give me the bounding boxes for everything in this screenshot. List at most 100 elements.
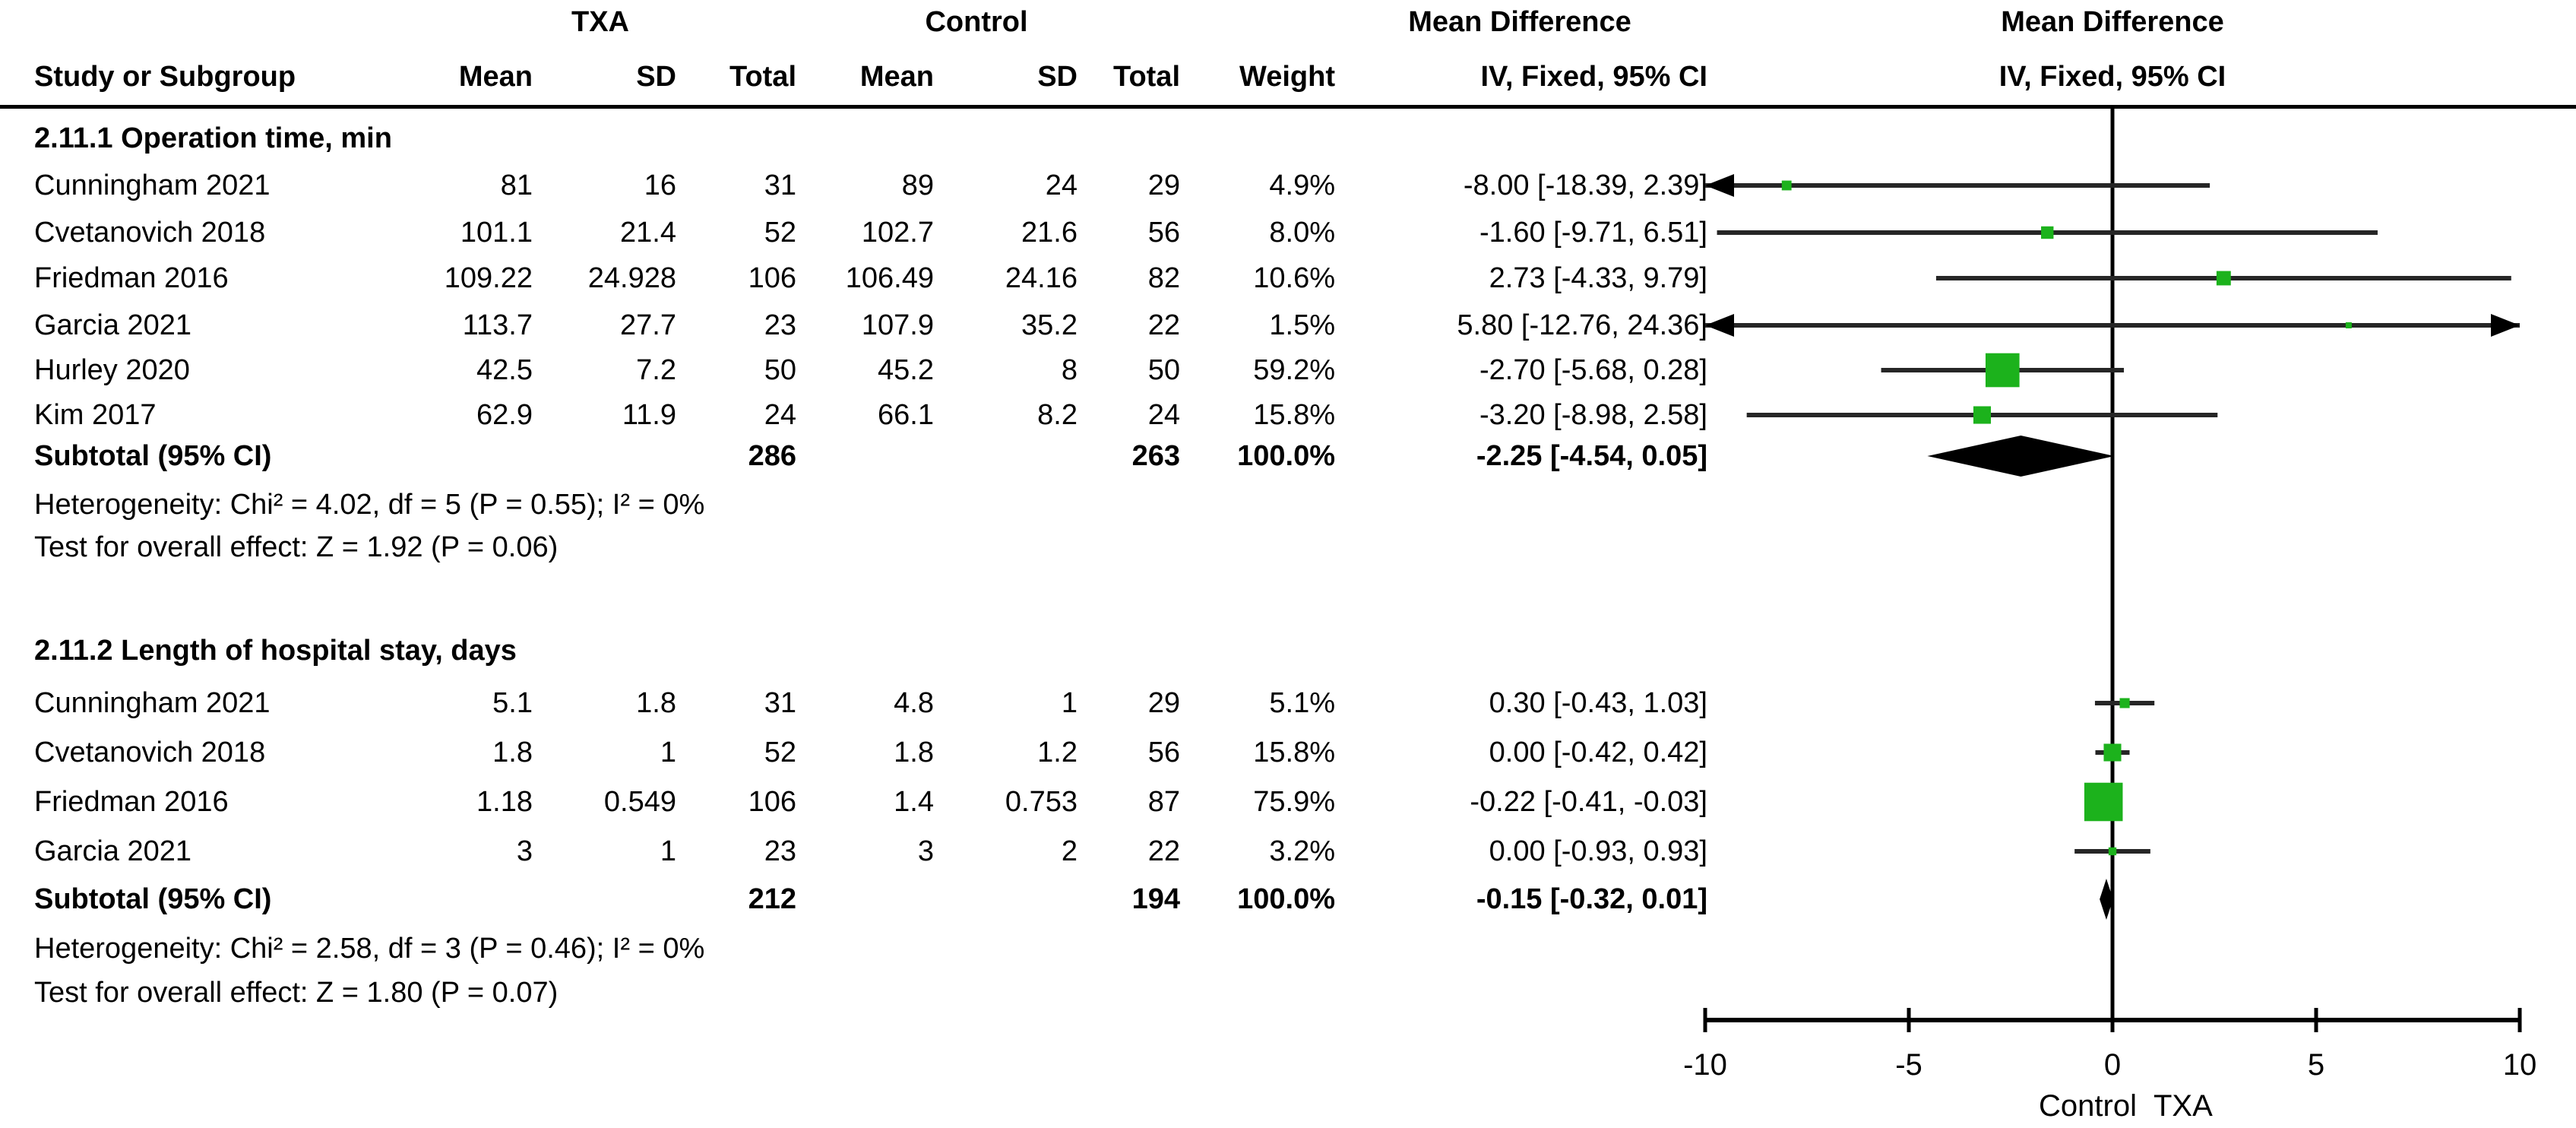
column-header-row: Study or Subgroup Mean SD Total Mean SD … xyxy=(0,53,1710,100)
ci-text: -0.22 [-0.41, -0.03] xyxy=(1470,786,1707,818)
txa-sd: 1.8 xyxy=(636,687,676,719)
study: Kim 2017 xyxy=(34,399,157,431)
ctrl-mean: 89 xyxy=(901,170,934,201)
ctrl-mean: 1.4 xyxy=(894,786,934,818)
ci-text: 0.00 [-0.93, 0.93] xyxy=(1489,835,1707,867)
ctrl-sd: 8 xyxy=(1061,354,1078,386)
col-header-ctrl-mean: Mean xyxy=(859,61,934,93)
ci-text: -0.15 [-0.32, 0.01] xyxy=(1476,883,1707,915)
col-header-study: Study or Subgroup xyxy=(34,61,296,93)
overall-effect-text: Test for overall effect: Z = 1.80 (P = 0… xyxy=(34,977,559,1009)
ctrl-sd: 1.2 xyxy=(1037,737,1078,768)
col-header-ctrl-sd: SD xyxy=(1037,61,1078,93)
study-row: Garcia 2021 3 1 23 3 2 22 3.2% 0.00 [-0.93, 0.93… xyxy=(0,828,1710,875)
ctrl-sd: 0.753 xyxy=(1005,786,1078,818)
ci-text: -2.70 [-5.68, 0.28] xyxy=(1479,354,1707,386)
txa-total: 106 xyxy=(748,786,796,818)
ctrl-total: 29 xyxy=(1147,687,1180,719)
ctrl-total: 263 xyxy=(1131,440,1180,472)
txa-mean: 81 xyxy=(500,170,533,201)
weight: 59.2% xyxy=(1253,354,1335,386)
ctrl-total: 29 xyxy=(1147,170,1180,201)
subtotal-row: Subtotal (95% CI) 286 263 100.0% -2.25 [-4.5… xyxy=(0,433,1710,480)
study-row: Hurley 2020 42.5 7.2 50 45.2 8 50 59.2% -2.70 [-… xyxy=(0,347,1710,394)
overall-effect-text: Test for overall effect: Z = 1.92 (P = 0… xyxy=(34,531,559,563)
header-rule xyxy=(0,105,2576,109)
study-row: Cunningham 2021 81 16 31 89 24 29 4.9% -8.00 [-1… xyxy=(0,162,1710,209)
txa-sd: 1 xyxy=(660,737,676,768)
txa-sd: 7.2 xyxy=(636,354,676,386)
ctrl-mean: 3 xyxy=(917,835,934,867)
ctrl-sd: 35.2 xyxy=(1021,309,1078,341)
study-row: Cvetanovich 2018 101.1 21.4 52 102.7 21.6 56 8.… xyxy=(0,209,1710,256)
txa-mean: 5.1 xyxy=(492,687,533,719)
txa-total: 23 xyxy=(764,835,796,867)
heterogeneity-text: Heterogeneity: Chi² = 4.02, df = 5 (P = … xyxy=(34,489,705,521)
ctrl-sd: 24.16 xyxy=(1005,262,1078,294)
txa-sd: 11.9 xyxy=(622,399,676,431)
col-header-iv-table: IV, Fixed, 95% CI xyxy=(1480,61,1707,93)
study: Cvetanovich 2018 xyxy=(34,737,266,768)
ci-text: 5.80 [-12.76, 24.36] xyxy=(1457,309,1707,341)
study-row: Cunningham 2021 5.1 1.8 31 4.8 1 29 5.1% 0.30 [-… xyxy=(0,680,1710,727)
subtotal-row: Subtotal (95% CI) 212 194 100.0% -0.15 [-0.3… xyxy=(0,876,1710,923)
txa-mean: 101.1 xyxy=(460,217,533,249)
weight: 8.0% xyxy=(1269,217,1335,249)
txa-mean: 62.9 xyxy=(476,399,533,431)
ctrl-total: 56 xyxy=(1147,217,1180,249)
ctrl-sd: 1 xyxy=(1061,687,1078,719)
ci-text: -3.20 [-8.98, 2.58] xyxy=(1479,399,1707,431)
txa-sd: 1 xyxy=(660,835,676,867)
ctrl-total: 56 xyxy=(1147,737,1180,768)
weight: 4.9% xyxy=(1269,170,1335,201)
subtotal-diamond xyxy=(1927,436,2115,477)
txa-mean: 42.5 xyxy=(476,354,533,386)
ctrl-mean: 4.8 xyxy=(894,687,934,719)
effect-marker xyxy=(2345,322,2352,328)
ctrl-total: 87 xyxy=(1147,786,1180,818)
ctrl-mean: 1.8 xyxy=(894,737,934,768)
effect-marker xyxy=(2084,782,2123,822)
x-tick-label: -10 xyxy=(1683,1048,1727,1082)
effect-marker xyxy=(1985,353,2020,388)
txa-mean: 109.22 xyxy=(444,262,533,294)
ctrl-total: 22 xyxy=(1147,309,1180,341)
study-row: Kim 2017 62.9 11.9 24 66.1 8.2 24 15.8% -3.20 [-… xyxy=(0,391,1710,439)
group-header-md-table: Mean Difference xyxy=(1408,6,1631,38)
study-row: Garcia 2021 113.7 27.7 23 107.9 35.2 22 1.5% 5.8… xyxy=(0,302,1710,349)
ci-text: -2.25 [-4.54, 0.05] xyxy=(1476,440,1707,472)
study-row: Friedman 2016 1.18 0.549 106 1.4 0.753 87 75.9%… xyxy=(0,778,1710,825)
ci-arrow-right xyxy=(2491,314,2520,337)
ci-text: -8.00 [-18.39, 2.39] xyxy=(1463,170,1707,201)
col-header-weight: Weight xyxy=(1239,61,1335,93)
ci-text: 2.73 [-4.33, 9.79] xyxy=(1489,262,1707,294)
weight: 100.0% xyxy=(1237,883,1335,915)
ctrl-total: 22 xyxy=(1147,835,1180,867)
study: Garcia 2021 xyxy=(34,835,192,867)
x-tick-label: 5 xyxy=(2308,1048,2324,1082)
txa-total: 50 xyxy=(764,354,796,386)
effect-marker xyxy=(2103,743,2122,762)
axis-footer-right: TXA xyxy=(2154,1089,2213,1123)
study: Hurley 2020 xyxy=(34,354,190,386)
txa-mean: 1.8 xyxy=(492,737,533,768)
col-header-txa-total: Total xyxy=(729,61,796,93)
txa-total: 106 xyxy=(748,262,796,294)
weight: 10.6% xyxy=(1253,262,1335,294)
axis-footer-left: Control xyxy=(2039,1089,2137,1123)
ctrl-mean: 66.1 xyxy=(878,399,934,431)
x-tick-label: 10 xyxy=(2503,1048,2537,1082)
ctrl-sd: 8.2 xyxy=(1037,399,1078,431)
study: Friedman 2016 xyxy=(34,262,229,294)
study: Cvetanovich 2018 xyxy=(34,217,266,249)
txa-total: 23 xyxy=(764,309,796,341)
txa-sd: 27.7 xyxy=(620,309,676,341)
ctrl-sd: 2 xyxy=(1061,835,1078,867)
study-row: Friedman 2016 109.22 24.928 106 106.49 24.16 8… xyxy=(0,255,1710,302)
ci-text: 0.30 [-0.43, 1.03] xyxy=(1489,687,1707,719)
group-header-control: Control xyxy=(925,6,1028,38)
ctrl-total: 24 xyxy=(1147,399,1180,431)
x-tick-label: -5 xyxy=(1895,1048,1923,1082)
txa-mean: 1.18 xyxy=(476,786,533,818)
